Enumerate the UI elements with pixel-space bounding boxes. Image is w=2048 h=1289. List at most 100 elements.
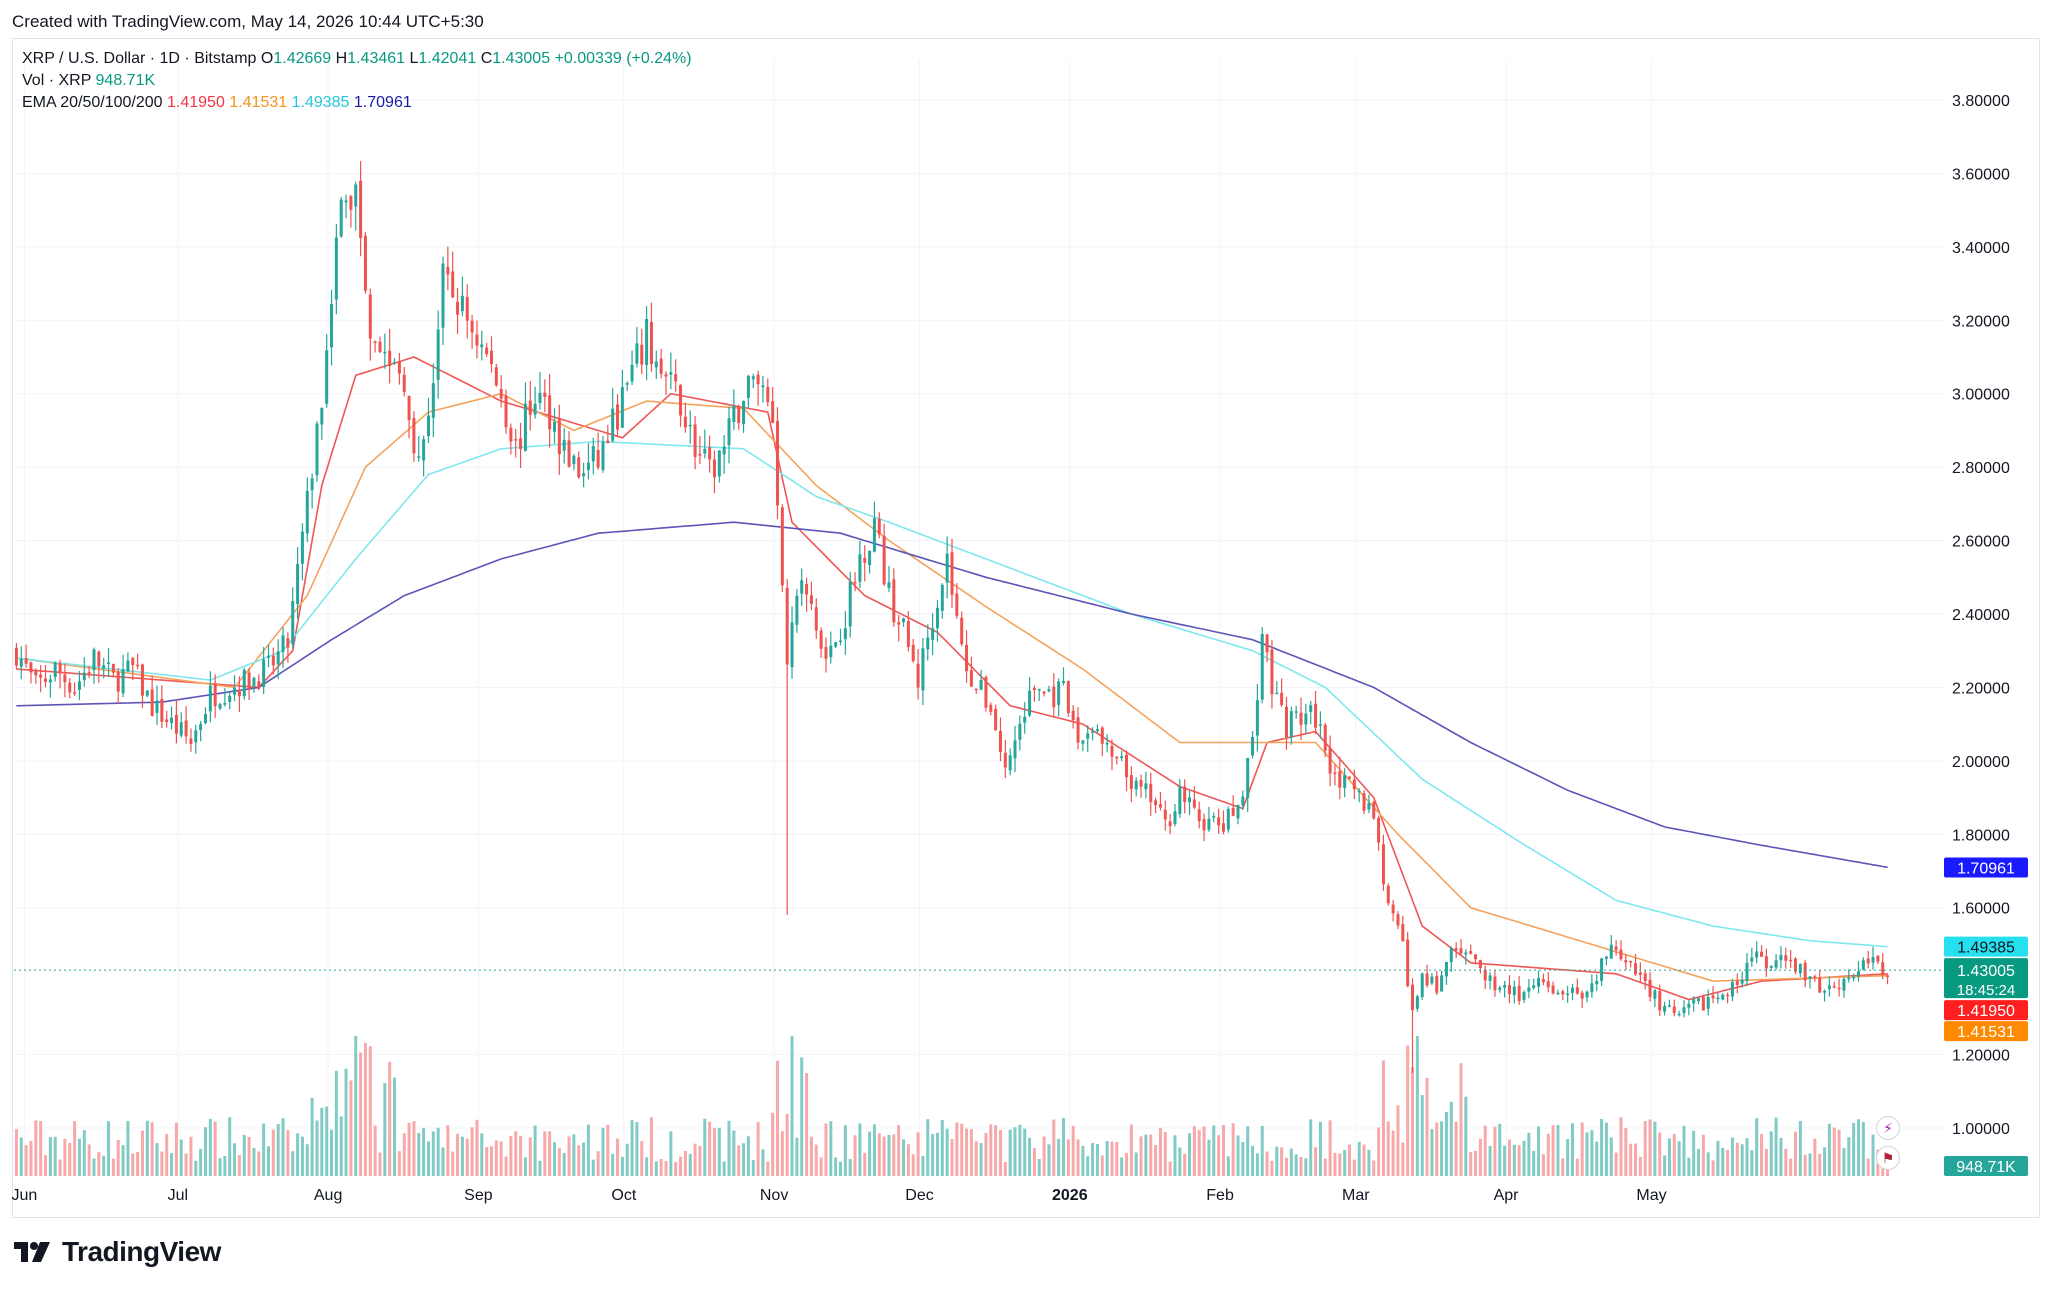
- volume-bar: [116, 1139, 120, 1176]
- candle-body: [538, 392, 542, 404]
- volume-bar: [1265, 1151, 1269, 1176]
- candle-body: [1178, 786, 1182, 815]
- volume-bar: [1469, 1152, 1473, 1176]
- legend-high-label: H: [335, 50, 348, 67]
- candle-body: [509, 427, 513, 442]
- volume-tag-bg: [1944, 1156, 2028, 1176]
- volume-bar: [378, 1152, 382, 1176]
- candle-body: [577, 457, 581, 478]
- candle-body: [393, 362, 397, 364]
- volume-bar: [775, 1060, 779, 1176]
- candle-body: [664, 374, 668, 377]
- candle-body: [950, 552, 954, 595]
- volume-bar: [203, 1127, 207, 1176]
- candle-body: [746, 375, 750, 398]
- candle-body: [1052, 686, 1056, 708]
- volume-bar: [601, 1127, 605, 1176]
- volume-bar: [470, 1127, 474, 1176]
- candle-body: [165, 719, 169, 723]
- candle-body: [1827, 985, 1831, 990]
- volume-bar: [208, 1118, 212, 1176]
- candle-body: [926, 637, 930, 650]
- candle-body: [1478, 960, 1482, 968]
- candle-body: [649, 321, 653, 365]
- candle-body: [1730, 982, 1734, 997]
- us-flag-icon[interactable]: ⚑: [1876, 1146, 1900, 1170]
- volume-bar: [761, 1149, 765, 1176]
- volume-bar: [92, 1158, 96, 1176]
- candle-body: [1396, 914, 1400, 926]
- volume-bar: [790, 1036, 794, 1176]
- legend-high-value: 1.43461: [347, 50, 406, 67]
- volume-bar: [1134, 1152, 1138, 1176]
- candle-body: [994, 708, 998, 731]
- candle-body: [868, 550, 872, 565]
- candle-body: [708, 447, 712, 460]
- legend-low-value: 1.42041: [418, 50, 477, 67]
- volume-bar: [509, 1135, 513, 1176]
- volume-bar: [1517, 1145, 1521, 1176]
- candle-body: [1813, 976, 1817, 978]
- volume-bar: [1192, 1126, 1196, 1176]
- volume-bar: [1793, 1131, 1797, 1176]
- volume-bar: [1677, 1141, 1681, 1176]
- volume-bar: [1391, 1130, 1395, 1176]
- candle-body: [785, 587, 789, 665]
- volume-bar: [858, 1123, 862, 1176]
- candle-body: [1764, 956, 1768, 969]
- candle-body: [1847, 977, 1851, 980]
- volume-bar: [233, 1143, 237, 1176]
- candle-body: [368, 294, 372, 339]
- legend-volume-row[interactable]: Vol · XRP 948.71K: [22, 70, 692, 92]
- candle-body: [887, 582, 891, 588]
- volume-bar: [1648, 1119, 1652, 1176]
- volume-bar: [1823, 1147, 1827, 1176]
- legend-symbol[interactable]: XRP / U.S. Dollar · 1D · Bitstamp: [22, 50, 257, 67]
- candle-body: [1323, 724, 1327, 751]
- candle-body: [1202, 818, 1206, 831]
- volume-bar: [441, 1147, 445, 1176]
- volume-bar: [1464, 1096, 1468, 1176]
- volume-bar: [848, 1158, 852, 1176]
- candle-body: [1697, 998, 1701, 1002]
- candle-body: [1430, 976, 1434, 984]
- volume-bar: [1580, 1122, 1584, 1176]
- candle-body: [397, 361, 401, 374]
- volume-bar: [504, 1156, 508, 1176]
- candle-body: [1425, 973, 1429, 986]
- time-axis[interactable]: Jun Jul Aug Sep Oct Nov Dec 2026 Feb Mar Apr May: [12, 1187, 1667, 1204]
- lightning-icon[interactable]: ⚡: [1876, 1116, 1900, 1140]
- volume-bar: [1212, 1125, 1216, 1176]
- candle-body: [174, 714, 178, 734]
- volume-bar: [1435, 1122, 1439, 1176]
- volume-bar: [766, 1161, 770, 1176]
- volume-bar: [334, 1070, 338, 1176]
- candle-body: [1362, 793, 1366, 811]
- volume-bar: [184, 1153, 188, 1176]
- volume-bar: [683, 1150, 687, 1176]
- candle-body: [1634, 963, 1638, 975]
- volume-bar: [538, 1160, 542, 1176]
- candle-body: [674, 374, 678, 382]
- candle-body: [1144, 783, 1148, 790]
- candle-body: [1648, 979, 1652, 997]
- volume-bar: [1653, 1121, 1657, 1176]
- volume-bar: [1362, 1144, 1366, 1176]
- volume-bar: [780, 1131, 784, 1176]
- volume-bar: [998, 1130, 1002, 1176]
- candle-body: [616, 404, 620, 430]
- candle-body: [485, 347, 489, 355]
- volume-bar: [189, 1136, 193, 1176]
- legend-ema-row[interactable]: EMA 20/50/100/200 1.41950 1.41531 1.4938…: [22, 92, 692, 114]
- volume-bar: [1735, 1142, 1739, 1176]
- price-axis[interactable]: 3.80000 3.60000 3.40000 3.20000 3.00000 2.800…: [1952, 93, 2010, 1138]
- candle-body: [1241, 796, 1245, 806]
- candle-body: [814, 607, 818, 631]
- legend-ema-label: EMA 20/50/100/200: [22, 94, 163, 111]
- candle-body: [136, 664, 140, 667]
- volume-bar: [402, 1133, 406, 1176]
- volume-bar: [819, 1157, 823, 1176]
- candle-body: [1110, 745, 1114, 757]
- candle-body: [902, 618, 906, 623]
